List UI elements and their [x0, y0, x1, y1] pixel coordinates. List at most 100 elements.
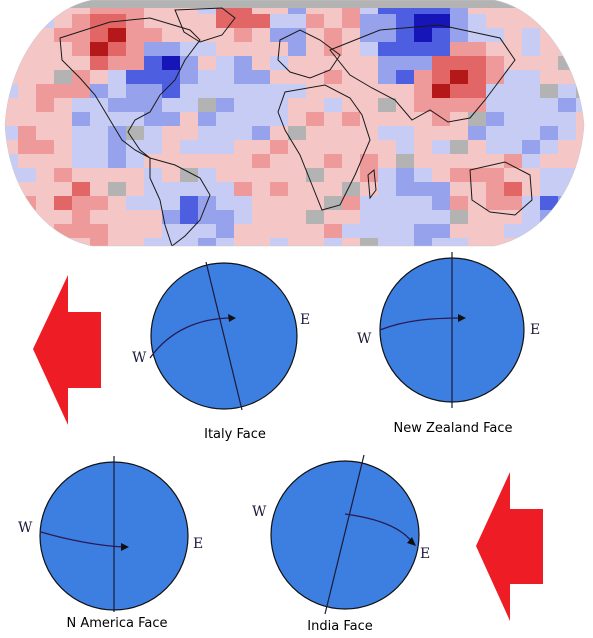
- anomaly-cell: [558, 84, 576, 98]
- anomaly-cell: [522, 14, 540, 28]
- anomaly-cell: [396, 182, 414, 196]
- anomaly-cell: [522, 140, 540, 154]
- axis-line: [205, 261, 243, 411]
- anomaly-cell: [36, 28, 54, 42]
- anomaly-cell: [216, 70, 234, 84]
- anomaly-cell: [342, 210, 360, 224]
- anomaly-cell: [72, 84, 90, 98]
- anomaly-cell: [126, 56, 144, 70]
- anomaly-cell: [288, 224, 306, 238]
- anomaly-cell: [5, 168, 18, 182]
- anomaly-cell: [576, 0, 584, 14]
- anomaly-cell: [432, 238, 450, 246]
- anomaly-cell: [180, 112, 198, 126]
- anomaly-cell: [504, 98, 522, 112]
- anomaly-cell: [324, 98, 342, 112]
- anomaly-cell: [126, 28, 144, 42]
- anomaly-cell: [558, 112, 576, 126]
- anomaly-cell: [522, 168, 540, 182]
- anomaly-cell: [198, 154, 216, 168]
- anomaly-cell: [576, 84, 584, 98]
- west-label: W: [132, 350, 147, 366]
- anomaly-cell: [108, 224, 126, 238]
- anomaly-cell: [468, 168, 486, 182]
- anomaly-cell: [216, 238, 234, 246]
- anomaly-cell: [198, 14, 216, 28]
- anomaly-cell: [504, 196, 522, 210]
- anomaly-cell: [414, 28, 432, 42]
- anomaly-cell: [486, 42, 504, 56]
- face-caption: India Face: [307, 619, 372, 634]
- anomaly-cell: [72, 238, 90, 246]
- anomaly-cell: [522, 112, 540, 126]
- anomaly-cell: [342, 56, 360, 70]
- anomaly-cell: [360, 112, 378, 126]
- anomaly-cell: [5, 112, 18, 126]
- anomaly-cell: [540, 182, 558, 196]
- anomaly-cell: [180, 14, 198, 28]
- anomaly-cell: [72, 154, 90, 168]
- anomaly-cell: [378, 84, 396, 98]
- anomaly-cell: [216, 126, 234, 140]
- anomaly-cell: [270, 14, 288, 28]
- asia-outline: [329, 24, 516, 123]
- anomaly-cell: [270, 56, 288, 70]
- anomaly-cell: [360, 168, 378, 182]
- anomaly-cell: [18, 42, 36, 56]
- anomaly-cell: [558, 154, 576, 168]
- anomaly-cell: [162, 238, 180, 246]
- anomaly-cell: [558, 98, 576, 112]
- path-curve: [379, 317, 463, 331]
- anomaly-cell: [378, 56, 396, 70]
- anomaly-cell: [5, 70, 18, 84]
- anomaly-cell: [36, 126, 54, 140]
- anomaly-cell: [450, 168, 468, 182]
- anomaly-cell: [72, 42, 90, 56]
- anomaly-cell: [558, 14, 576, 28]
- anomaly-cell: [432, 126, 450, 140]
- anomaly-cell: [468, 154, 486, 168]
- anomaly-cell: [576, 224, 584, 238]
- anomaly-cell: [396, 70, 414, 84]
- anomaly-cell: [288, 126, 306, 140]
- anomaly-cell: [306, 238, 324, 246]
- anomaly-cell: [558, 210, 576, 224]
- anomaly-cell: [468, 56, 486, 70]
- anomaly-cell: [72, 182, 90, 196]
- anomaly-cell: [90, 126, 108, 140]
- anomaly-cell: [162, 14, 180, 28]
- anomaly-cell: [90, 28, 108, 42]
- anomaly-cell: [18, 14, 36, 28]
- anomaly-cell: [36, 0, 54, 14]
- anomaly-cell: [90, 112, 108, 126]
- anomaly-cell: [180, 56, 198, 70]
- anomaly-cell: [540, 140, 558, 154]
- anomaly-cell: [252, 84, 270, 98]
- anomaly-cell: [252, 112, 270, 126]
- anomaly-cell: [252, 238, 270, 246]
- anomaly-cell: [432, 84, 450, 98]
- anomaly-cell: [414, 140, 432, 154]
- anomaly-cell: [486, 154, 504, 168]
- anomaly-cell: [414, 182, 432, 196]
- anomaly-cell: [432, 196, 450, 210]
- temperature-anomaly-cells: [5, 0, 584, 246]
- anomaly-cell: [576, 154, 584, 168]
- anomaly-cell: [522, 154, 540, 168]
- anomaly-cell: [450, 98, 468, 112]
- anomaly-cell: [414, 42, 432, 56]
- anomaly-cell: [270, 196, 288, 210]
- east-label: E: [300, 312, 310, 328]
- anomaly-cell: [198, 224, 216, 238]
- anomaly-cell: [180, 84, 198, 98]
- anomaly-cell: [576, 70, 584, 84]
- anomaly-cell: [576, 42, 584, 56]
- anomaly-cell: [576, 14, 584, 28]
- north-america-face-globe: W E N America Face: [18, 456, 203, 631]
- anomaly-cell: [414, 196, 432, 210]
- anomaly-cell: [306, 196, 324, 210]
- anomaly-cell: [144, 84, 162, 98]
- anomaly-cell: [468, 14, 486, 28]
- europe-outline: [277, 29, 341, 79]
- anomaly-cell: [342, 126, 360, 140]
